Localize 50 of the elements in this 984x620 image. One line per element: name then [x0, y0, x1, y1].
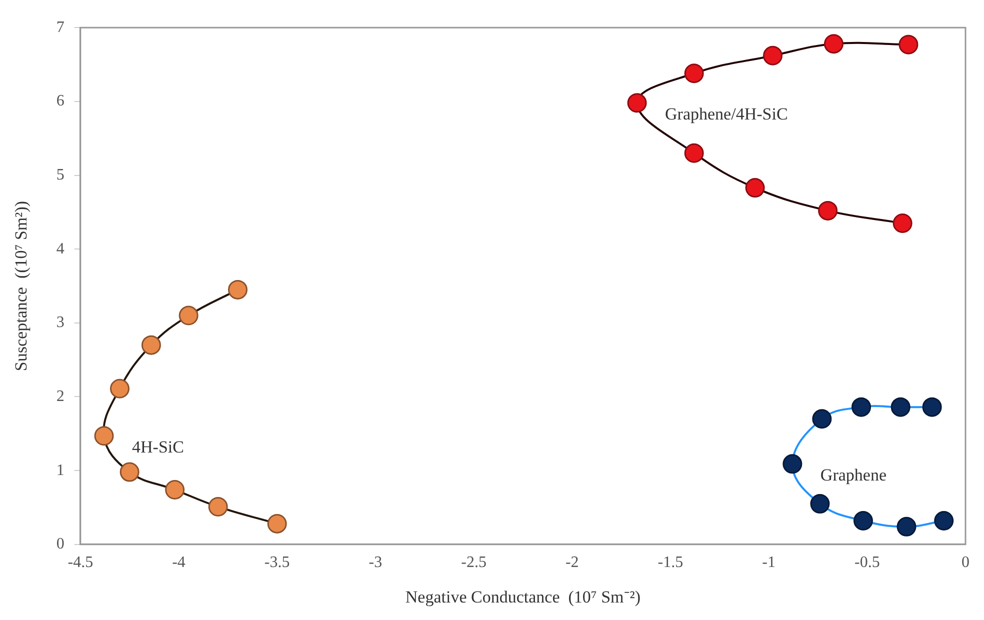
y-axis-title: Susceptance ((10⁷ Sm²)) [12, 200, 31, 372]
y-tick-label: 3 [56, 314, 64, 332]
x-tick-label: -4.5 [68, 554, 94, 572]
y-tick-label: 1 [56, 462, 64, 479]
point [228, 280, 248, 300]
y-tick-label: 7 [56, 18, 64, 36]
y-tick-label: 4 [56, 240, 64, 258]
series-label: Graphene [820, 465, 886, 484]
x-tick-label: -1.5 [658, 554, 684, 572]
point [141, 335, 161, 355]
point [165, 480, 185, 500]
point [852, 397, 872, 417]
y-tick-label: 6 [56, 92, 64, 110]
series-label: Graphene/4H-SiC [665, 104, 788, 124]
x-tick-label: -1 [762, 554, 776, 572]
y-tick-label: 5 [56, 166, 64, 184]
point [898, 34, 918, 54]
point [818, 200, 838, 220]
point [896, 516, 916, 536]
x-axis-title: Negative Conductance (10⁷ Sm⁻²) [405, 587, 641, 606]
y-tick-label: 0 [56, 536, 64, 553]
x-tick-label: 0 [962, 554, 970, 572]
point [684, 64, 704, 84]
point [267, 514, 287, 534]
point [745, 178, 765, 198]
point [922, 397, 942, 417]
point [934, 511, 954, 531]
point [762, 46, 782, 66]
point [824, 34, 844, 54]
point [812, 409, 832, 429]
x-tick-label: -0.5 [854, 554, 880, 572]
series-label: 4H-SiC [132, 437, 184, 456]
x-tick-label: -3.5 [264, 554, 290, 572]
point [892, 213, 912, 233]
y-tick-label: 2 [56, 388, 64, 405]
point [810, 494, 830, 514]
x-tick-label: -2 [565, 554, 579, 572]
point [110, 378, 130, 398]
point [782, 454, 802, 474]
point [627, 93, 647, 113]
x-tick-label: -4 [172, 554, 186, 572]
point [178, 306, 198, 326]
x-tick-label: -3 [368, 554, 382, 572]
point [684, 143, 704, 163]
point [120, 462, 140, 482]
point [853, 511, 873, 531]
point [94, 426, 114, 446]
point [890, 397, 910, 417]
x-tick-label: -2.5 [461, 554, 486, 572]
point [208, 497, 228, 516]
